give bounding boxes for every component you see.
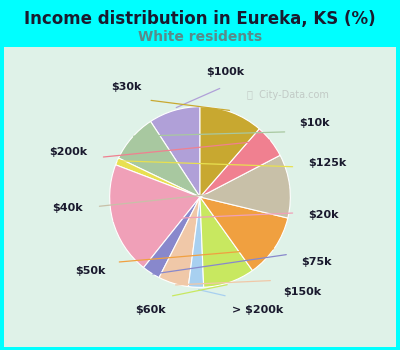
Wedge shape	[118, 121, 200, 197]
Text: $150k: $150k	[283, 287, 321, 297]
Text: Income distribution in Eureka, KS (%): Income distribution in Eureka, KS (%)	[24, 10, 376, 28]
Wedge shape	[200, 155, 290, 218]
Text: $40k: $40k	[52, 203, 82, 213]
Wedge shape	[150, 107, 200, 197]
Text: > $200k: > $200k	[232, 305, 283, 315]
Wedge shape	[188, 197, 204, 287]
Text: White residents: White residents	[138, 30, 262, 44]
Wedge shape	[200, 197, 288, 271]
Wedge shape	[159, 197, 200, 287]
Text: $100k: $100k	[206, 67, 244, 77]
Wedge shape	[200, 129, 280, 197]
Text: $200k: $200k	[49, 147, 87, 157]
Text: $30k: $30k	[111, 82, 141, 92]
Wedge shape	[200, 107, 259, 197]
Text: $50k: $50k	[75, 266, 105, 276]
Wedge shape	[110, 165, 200, 267]
Text: $20k: $20k	[308, 210, 339, 220]
Wedge shape	[116, 158, 200, 197]
Text: $75k: $75k	[301, 257, 332, 267]
Text: $125k: $125k	[308, 158, 347, 168]
Wedge shape	[200, 197, 252, 287]
Wedge shape	[144, 197, 200, 278]
Text: $10k: $10k	[299, 118, 330, 128]
Text: ⓘ  City-Data.com: ⓘ City-Data.com	[247, 90, 329, 99]
Text: $60k: $60k	[135, 305, 166, 315]
